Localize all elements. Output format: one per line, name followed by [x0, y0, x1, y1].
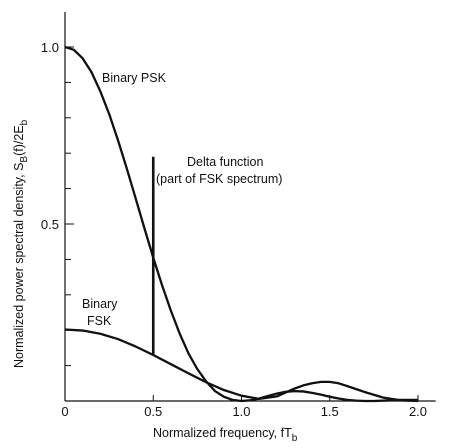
y-axis-label-subscript-b: B: [19, 156, 30, 163]
y-axis-label-main: Normalized power spectral density, S: [12, 163, 26, 368]
y-axis-label-mid: (f)/2E: [12, 125, 26, 156]
series-binary-psk-curve: [64, 45, 418, 403]
x-axis-label-main: Normalized frequency, fT: [153, 426, 292, 440]
annotation-delta-line1: Delta function: [187, 155, 263, 169]
x-tick-label: 1.0: [232, 404, 250, 419]
x-axis-label: Normalized frequency, fTb: [153, 426, 298, 443]
x-tick-label: 0.5: [144, 404, 162, 419]
annotation-binary-fsk-line1: Binary: [82, 297, 118, 311]
series-binary-fsk-curve: [64, 328, 419, 403]
ticks: 0 0.5 1.0 1.5 2.0 0.5 1.0: [41, 40, 427, 419]
y-axis-label-subscript-eb: b: [19, 119, 30, 125]
y-tick-label: 1.0: [41, 40, 59, 55]
x-axis-label-subscript: b: [292, 433, 298, 443]
x-tick-label: 0: [61, 404, 68, 419]
y-axis-label: Normalized power spectral density, SB(f)…: [12, 119, 30, 368]
annotation-binary-psk: Binary PSK: [102, 71, 167, 85]
x-tick-label: 2.0: [409, 404, 427, 419]
y-tick-label: 0.5: [41, 217, 59, 232]
annotation-delta-line2: (part of FSK spectrum): [156, 172, 282, 186]
series: [64, 45, 419, 403]
annotation-binary-fsk-line2: FSK: [87, 314, 112, 328]
x-tick-label: 1.5: [321, 404, 339, 419]
